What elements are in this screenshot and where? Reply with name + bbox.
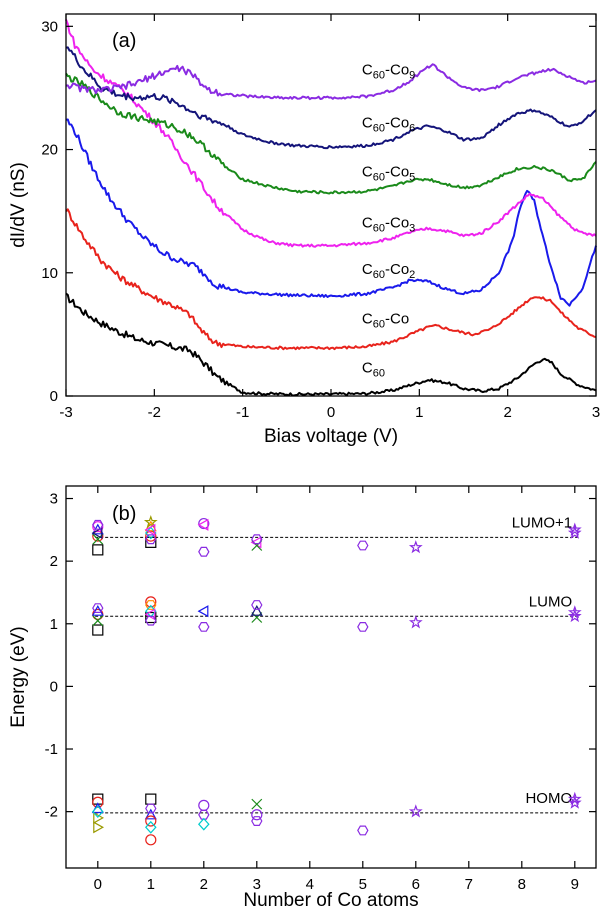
panel-b-ticks: 0123456789-2-10123 — [45, 486, 596, 893]
panel-a-xlabel: Bias voltage (V) — [264, 426, 398, 447]
x-tick-label: 8 — [518, 876, 526, 893]
series-label: C60 — [362, 360, 385, 380]
data-point-triangle-up — [93, 804, 103, 813]
y-tick-label: 3 — [50, 491, 58, 508]
data-point-hexagon — [252, 817, 262, 826]
panel-a-ylabel: dI/dV (nS) — [8, 162, 29, 248]
y-tick-label: 1 — [50, 616, 58, 633]
data-point-circle — [199, 800, 209, 810]
data-point-hexagon — [199, 810, 209, 819]
x-tick-label: 2 — [200, 876, 208, 893]
data-point-triangle-left — [199, 606, 208, 616]
data-point-hexagon — [358, 541, 368, 550]
data-point-diamond — [146, 822, 156, 833]
data-point-x — [252, 799, 262, 809]
reference-line-label: LUMO+1 — [512, 514, 572, 531]
data-point-square — [93, 625, 103, 635]
y-tick-label: 30 — [41, 18, 58, 35]
series-line-c60-co3 — [66, 20, 596, 247]
x-tick-label: 3 — [592, 404, 600, 421]
y-tick-label: 20 — [41, 142, 58, 159]
series-line-c60-co5 — [66, 73, 596, 193]
panel-b-label: (b) — [112, 503, 136, 525]
x-tick-label: 9 — [571, 876, 579, 893]
series-label: C60-Co9 — [362, 61, 415, 81]
y-tick-label: 2 — [50, 553, 58, 570]
series-line-c60-co — [66, 209, 596, 349]
series-label: C60-Co — [362, 310, 409, 330]
data-point-x — [93, 616, 103, 626]
series-label: C60-Co2 — [362, 261, 415, 281]
panel-b-energies: LUMO+1LUMOHOMO 0123456789-2-10123 (b) Nu… — [8, 486, 596, 911]
panel-b-points — [93, 517, 580, 845]
x-tick-label: 2 — [503, 404, 511, 421]
data-point-diamond — [199, 819, 209, 830]
data-point-hexagon — [358, 826, 368, 835]
data-point-x — [252, 613, 262, 623]
series-label: C60-Co5 — [362, 164, 415, 184]
data-point-hexagon — [358, 623, 368, 632]
panel-b-reference-lines: LUMO+1 LUMO HOMO — [95, 514, 577, 813]
y-tick-label: -1 — [45, 741, 58, 758]
panel-b-xlabel: Number of Co atoms — [243, 890, 418, 911]
series-label: C60-Co3 — [362, 214, 415, 234]
data-point-triangle-right — [94, 822, 103, 832]
y-tick-label: 0 — [50, 678, 58, 695]
data-point-circle — [146, 835, 156, 845]
panel-a-label: (a) — [112, 30, 136, 52]
x-tick-label: -3 — [59, 404, 72, 421]
data-point-square — [146, 794, 156, 804]
series-line-c60-co9 — [66, 64, 596, 99]
data-point-star — [411, 542, 421, 552]
x-tick-label: -1 — [236, 404, 249, 421]
data-point-star — [411, 806, 421, 816]
x-tick-label: 7 — [465, 876, 473, 893]
series-label: C60-Co6 — [362, 114, 415, 134]
panel-a-spectra: -3-2-101230102030 C60C60-CoC60-Co2C60-Co… — [8, 14, 600, 447]
data-point-hexagon — [199, 623, 209, 632]
reference-line-label: HOMO — [525, 790, 572, 807]
panel-b-ylabel: Energy (eV) — [8, 626, 29, 727]
data-point-hexagon — [146, 804, 156, 813]
y-tick-label: 10 — [41, 265, 58, 282]
data-point-hexagon — [199, 547, 209, 556]
x-tick-label: 1 — [415, 404, 423, 421]
data-point-square — [93, 545, 103, 555]
x-tick-label: 1 — [147, 876, 155, 893]
x-tick-label: -2 — [148, 404, 161, 421]
data-point-star — [411, 617, 421, 627]
panel-a-series-labels: C60 C60-Co C60-Co2 C60-Co3 C60-Co5 C60-Co6 C60… — [362, 61, 415, 379]
x-tick-label: 0 — [94, 876, 102, 893]
x-tick-label: 0 — [327, 404, 335, 421]
y-tick-label: -2 — [45, 804, 58, 821]
panel-a-series-group — [66, 20, 596, 396]
reference-line-label: LUMO — [529, 593, 572, 610]
y-tick-label: 0 — [50, 388, 58, 405]
